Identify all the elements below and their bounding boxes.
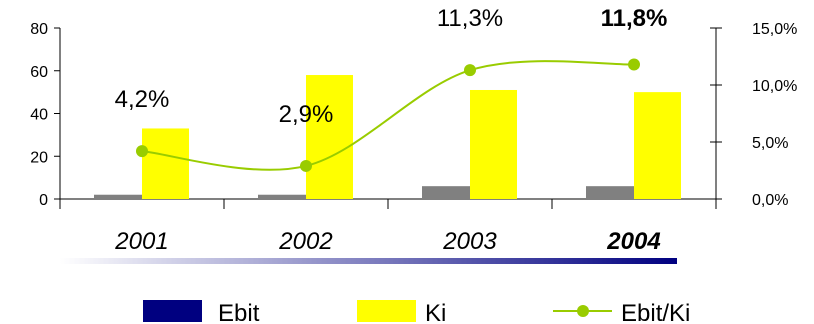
right-tick-label: 5,0%	[752, 135, 788, 152]
category-label-2003: 2003	[442, 228, 497, 255]
bar-ki-2001	[142, 128, 189, 199]
legend: Ebit Ki Ebit/Ki	[143, 300, 690, 324]
category-label-2001: 2001	[114, 228, 168, 255]
data-label-ebit-ki-2002: 2,9%	[279, 101, 334, 128]
bar-ebit-2003	[422, 186, 470, 199]
point-ebit-ki-2001	[136, 145, 148, 158]
ratio-line-series	[136, 58, 640, 172]
legend-marker-ebit-ki	[577, 305, 589, 317]
legend-swatch-ebit	[143, 300, 202, 322]
point-ebit-ki-2003	[464, 64, 476, 77]
bar-ki-2004	[634, 92, 681, 199]
left-tick-label: 20	[30, 149, 48, 166]
category-label-2002: 2002	[278, 228, 332, 255]
right-axis-ticks: 0,0% 5,0% 10,0% 15,0%	[710, 21, 797, 209]
left-tick-label: 0	[39, 192, 48, 209]
bar-ebit-2001	[94, 194, 142, 199]
legend-label-ebit-ki: Ebit/Ki	[621, 300, 690, 324]
bar-ki-2003	[470, 89, 517, 199]
left-tick-label: 80	[30, 21, 48, 38]
left-tick-label: 40	[30, 107, 48, 124]
category-underline	[60, 258, 677, 264]
bar-ebit-2002	[258, 194, 306, 199]
x-axis-ticks	[59, 199, 717, 209]
data-label-ebit-ki-2003: 11,3%	[437, 5, 503, 32]
left-tick-label: 60	[30, 64, 48, 81]
bar-ebit-2004	[586, 186, 634, 199]
right-tick-label: 15,0%	[752, 21, 797, 38]
bar-series	[94, 75, 681, 199]
bar-ki-2002	[306, 75, 353, 199]
right-tick-label: 0,0%	[752, 192, 788, 209]
data-label-ebit-ki-2004: 11,8%	[601, 5, 668, 32]
category-labels: 2001 2002 2003 2004	[114, 228, 660, 255]
point-ebit-ki-2004	[628, 58, 640, 71]
legend-label-ebit: Ebit	[218, 300, 260, 324]
ratio-data-labels: 4,2% 2,9% 11,3% 11,8%	[115, 5, 668, 128]
data-label-ebit-ki-2001: 4,2%	[115, 86, 170, 113]
legend-swatch-ki	[357, 300, 416, 322]
category-label-2004: 2004	[606, 228, 660, 255]
point-ebit-ki-2002	[300, 159, 312, 172]
left-axis-ticks: 0 20 40 60 80	[30, 21, 60, 209]
legend-label-ki: Ki	[425, 300, 446, 324]
right-tick-label: 10,0%	[752, 78, 797, 95]
line-ebit-ki	[141, 60, 635, 171]
